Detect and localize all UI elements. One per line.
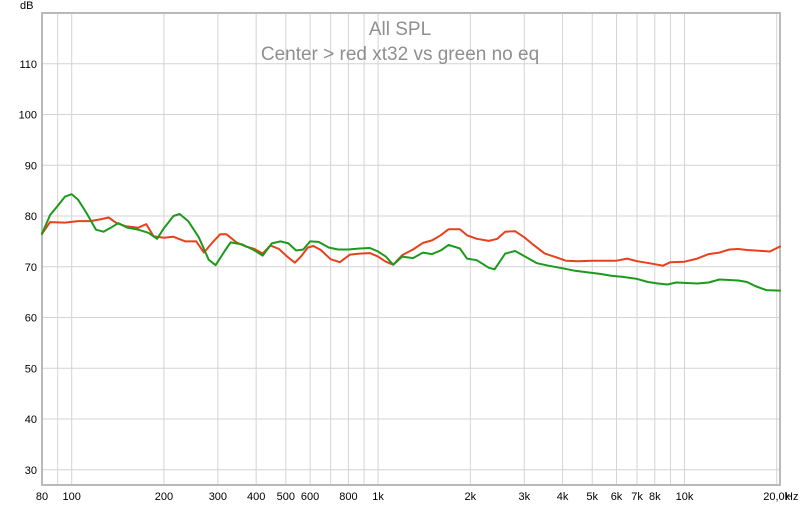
y-tick-label-30: 30 xyxy=(25,465,37,477)
x-tick-label-8k: 8k xyxy=(649,491,661,503)
y-tick-label-70: 70 xyxy=(25,262,37,274)
y-tick-label-90: 90 xyxy=(25,160,37,172)
x-tick-label-6k: 6k xyxy=(611,491,623,503)
chart-subtitle: Center > red xt32 vs green no eq xyxy=(261,44,539,65)
plot-frame xyxy=(41,12,781,486)
x-tick-label-600: 600 xyxy=(301,491,319,503)
x-tick-label-200: 200 xyxy=(155,491,173,503)
x-tick-label-300: 300 xyxy=(209,491,227,503)
x-tick-label-2k: 2k xyxy=(465,491,477,503)
x-tick-label-10k: 10k xyxy=(676,491,694,503)
y-tick-label-110: 110 xyxy=(19,59,37,71)
x-tick-label-80: 80 xyxy=(36,491,48,503)
x-tick-label-5k: 5k xyxy=(586,491,598,503)
x-tick-label-800: 800 xyxy=(339,491,357,503)
series-lines xyxy=(41,193,781,292)
y-axis-ticks: 30 40 50 60 70 80 90 100 110 xyxy=(19,59,37,477)
y-tick-label-100: 100 xyxy=(19,110,37,122)
x-tick-label-4k: 4k xyxy=(557,491,569,503)
y-axis-label: dB xyxy=(20,0,33,12)
x-tick-label-1k: 1k xyxy=(372,491,384,503)
x-axis-label: Hz xyxy=(785,491,798,503)
y-tick-label-40: 40 xyxy=(25,414,37,426)
chart-title: All SPL xyxy=(369,19,431,40)
x-tick-label-100: 100 xyxy=(63,491,81,503)
x-tick-label-500: 500 xyxy=(277,491,295,503)
x-axis-ticks: 80 100 200 300 400 500 600 800 1k 2k 3k 4k 5k 6k 7k 8k 1… xyxy=(36,491,791,503)
x-tick-label-20,0k: 20,0k xyxy=(763,491,790,503)
x-tick-label-400: 400 xyxy=(247,491,265,503)
y-tick-label-60: 60 xyxy=(25,313,37,325)
y-tick-label-80: 80 xyxy=(25,211,37,223)
x-tick-label-3k: 3k xyxy=(518,491,530,503)
y-tick-label-50: 50 xyxy=(25,363,37,375)
series-line-2 xyxy=(41,193,781,292)
plot-area xyxy=(42,13,780,485)
x-tick-label-7k: 7k xyxy=(631,491,643,503)
